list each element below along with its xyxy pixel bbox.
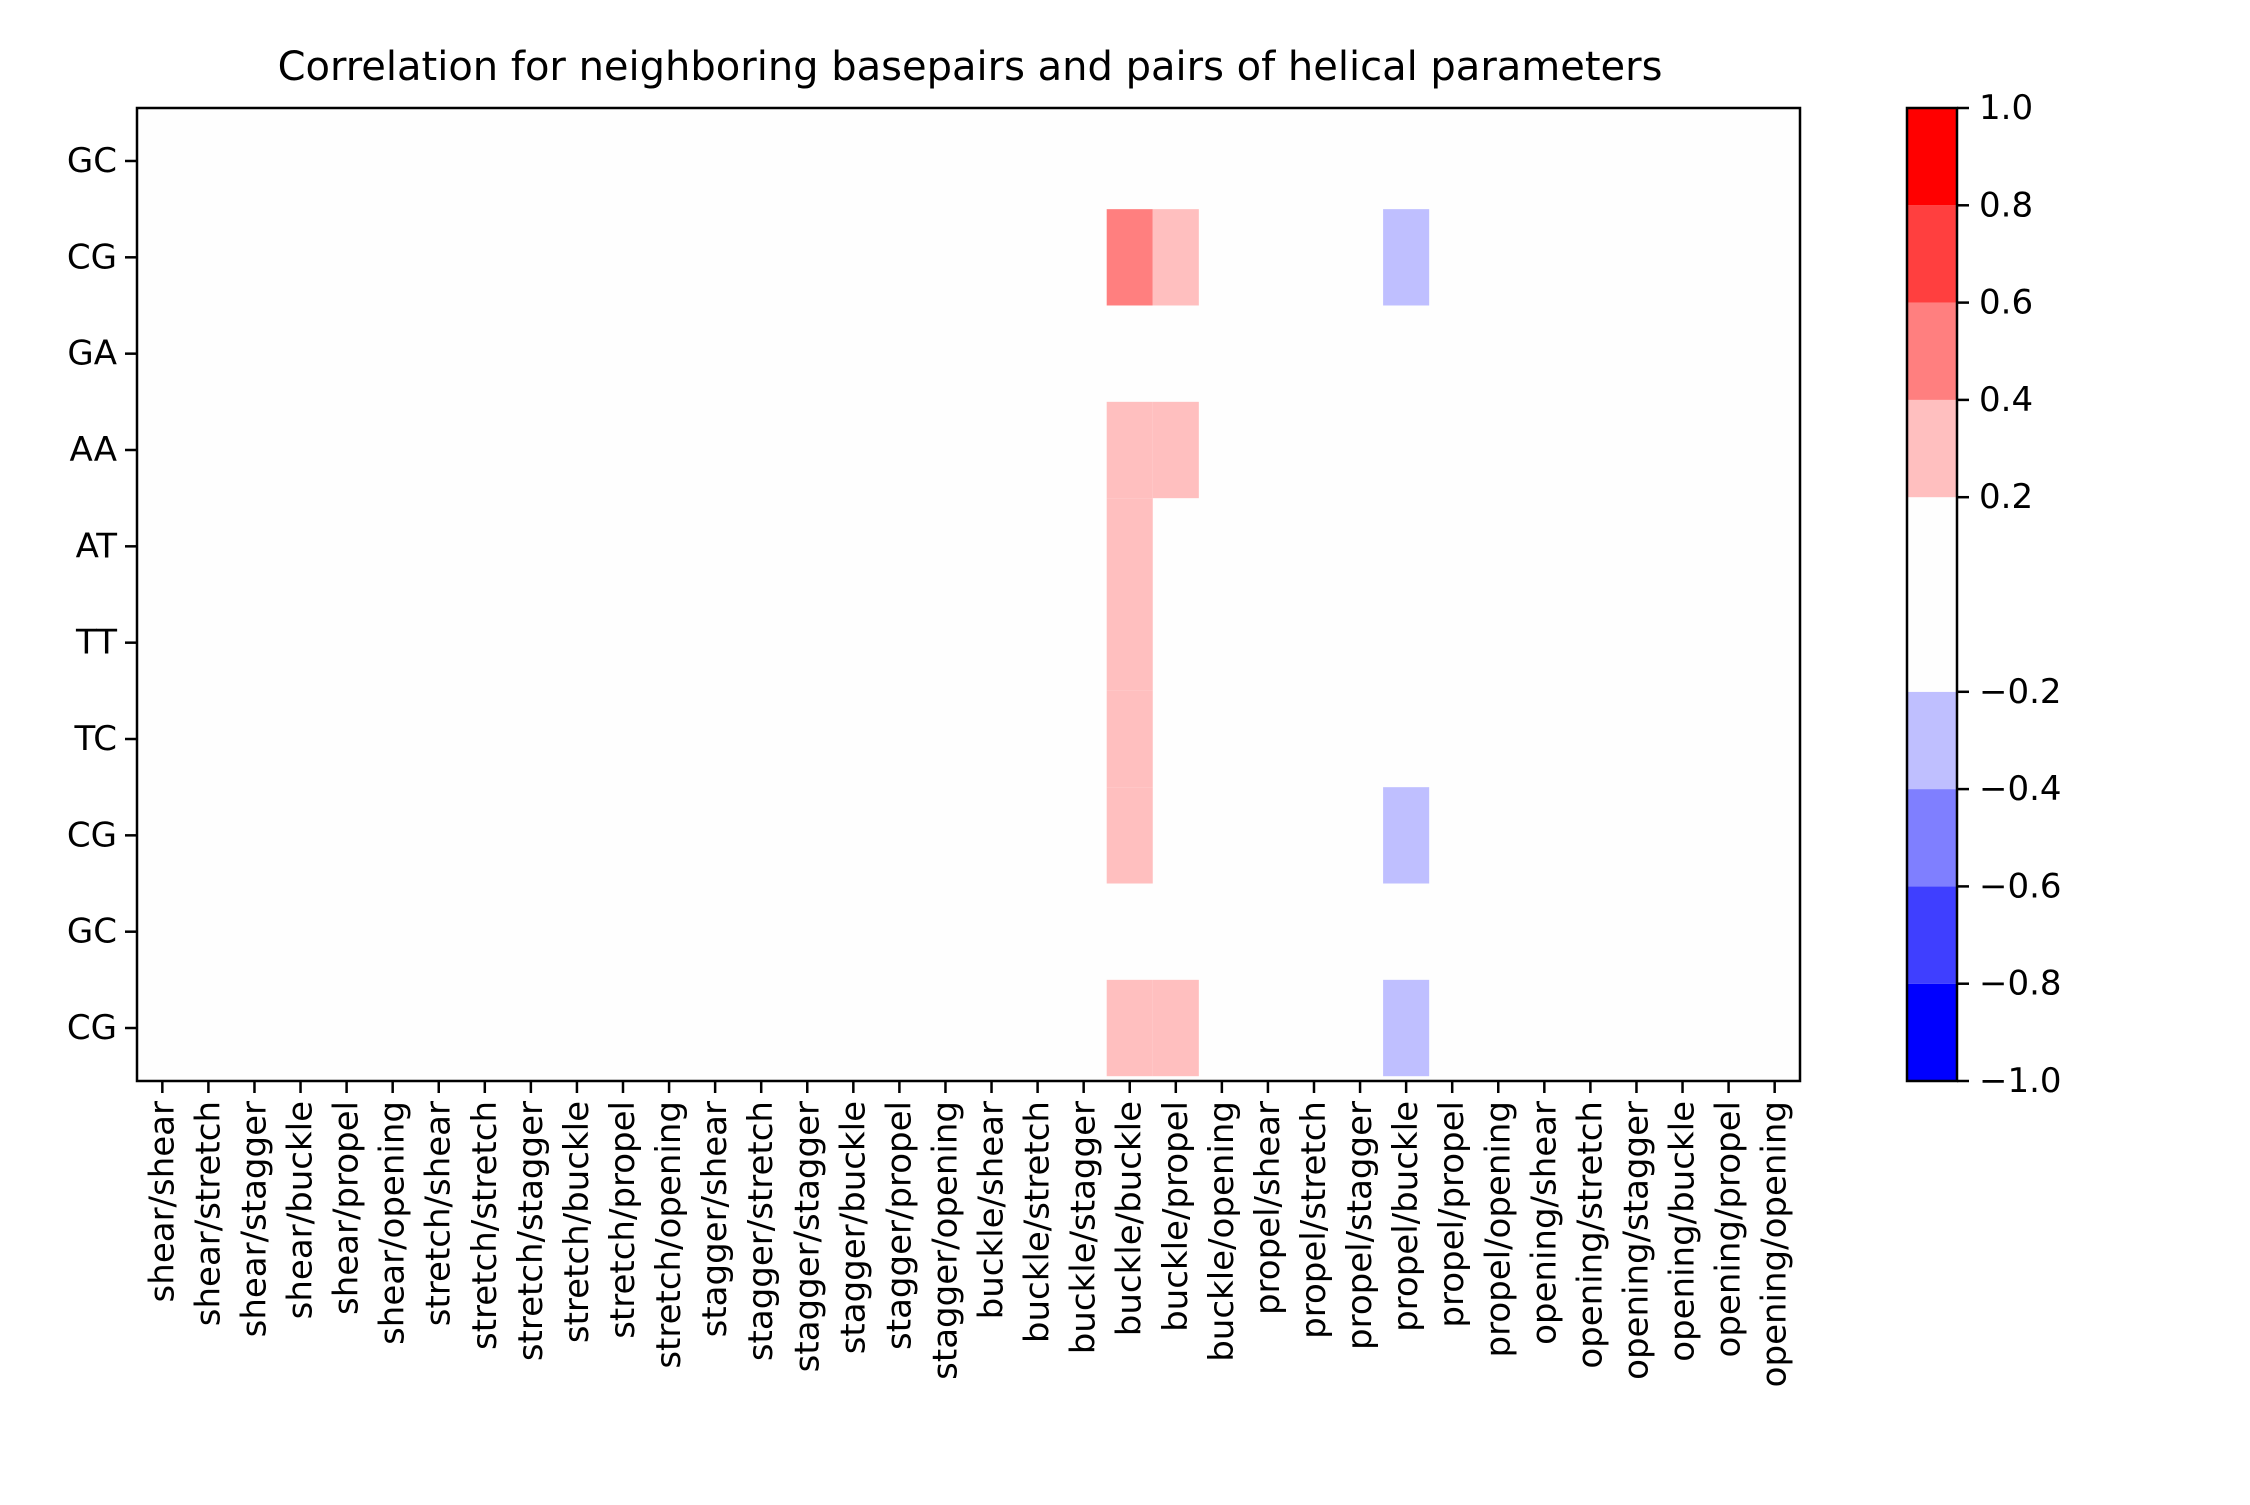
colorbar-tick-label: −1.0 [1979, 1061, 2062, 1101]
x-tick-label: shear/propel [327, 1101, 367, 1315]
x-tick-label: propel/shear [1248, 1101, 1288, 1315]
x-tick-label: shear/stretch [188, 1101, 228, 1326]
colorbar-segment [1907, 205, 1957, 303]
heatmap-cell-CG-r1-c21 [1106, 209, 1153, 306]
x-tick-label: buckle/stretch [1018, 1101, 1058, 1343]
x-tick-label: opening/opening [1755, 1101, 1795, 1387]
x-tick-label: opening/shear [1524, 1101, 1564, 1345]
heatmap-cell-AA-r3-c21 [1106, 401, 1153, 499]
colorbar-segment [1907, 497, 1957, 692]
x-tick-label: propel/stagger [1340, 1101, 1380, 1350]
x-tick-label: stagger/opening [925, 1101, 965, 1380]
colorbar-tick-label: −0.2 [1979, 672, 2062, 712]
x-tick-label: propel/opening [1478, 1101, 1518, 1357]
x-tick-label: shear/stagger [234, 1101, 274, 1337]
colorbar-tick-label: −0.4 [1979, 769, 2062, 809]
x-axis: shear/shear shear/stretch shear/stagger she… [142, 1081, 1795, 1387]
y-tick-label: TC [73, 719, 117, 759]
x-tick-label: propel/propel [1432, 1101, 1472, 1328]
heatmap-cell-AA-r3-c22 [1152, 401, 1199, 499]
heatmap-cell-CG-r7-c21 [1106, 787, 1153, 884]
y-tick-label: GC [67, 912, 117, 952]
heatmap-cell-CG-r1-c22 [1152, 209, 1199, 306]
heatmap-cell-AT-r4-c21 [1106, 498, 1153, 595]
colorbar-segment [1907, 108, 1957, 206]
x-tick-label: opening/stagger [1616, 1101, 1656, 1380]
y-tick-label: CG [67, 1008, 117, 1048]
x-tick-label: opening/buckle [1663, 1101, 1703, 1362]
x-tick-label: propel/stretch [1294, 1101, 1334, 1339]
colorbar-segment [1907, 302, 1957, 400]
x-tick-label: shear/opening [373, 1101, 413, 1345]
colorbar-segment [1907, 983, 1957, 1081]
x-tick-label: stagger/stagger [787, 1101, 827, 1372]
x-tick-label: stretch/propel [603, 1101, 643, 1339]
x-tick-label: stretch/shear [419, 1101, 459, 1326]
heatmap-cell-CG-r9-c27 [1383, 979, 1430, 1077]
x-tick-label: buckle/buckle [1110, 1101, 1150, 1336]
x-tick-label: buckle/shear [972, 1101, 1012, 1319]
colorbar-frame [1905, 106, 1959, 1083]
x-tick-label: stagger/shear [695, 1101, 735, 1337]
colorbar-tick-label: 0.2 [1979, 477, 2033, 517]
x-tick-label: stretch/opening [649, 1101, 689, 1369]
colorbar-segment [1907, 789, 1957, 887]
y-axis: GC CG GA AA AT TT TC CG GC CG [67, 141, 137, 1048]
x-tick-label: stagger/stretch [741, 1101, 781, 1361]
colorbar-tick-label: 0.4 [1979, 380, 2033, 420]
heatmap-cells [137, 108, 1800, 1081]
heatmap-cell-TC-r6-c21 [1106, 690, 1153, 788]
x-tick-label: buckle/propel [1156, 1101, 1196, 1332]
y-tick-label: GC [67, 141, 117, 181]
y-tick-label: GA [67, 334, 117, 374]
heatmap-background [137, 108, 1800, 1081]
chart-title: Correlation for neighboring basepairs an… [278, 44, 1663, 90]
colorbar-tick-label: −0.6 [1979, 866, 2062, 906]
x-tick-label: stagger/buckle [833, 1101, 873, 1354]
heatmap-cell-CG-r7-c27 [1383, 787, 1430, 884]
colorbar-tick-label: −0.8 [1979, 964, 2062, 1004]
heatmap-cell-CG-r9-c22 [1152, 979, 1199, 1077]
x-tick-label: buckle/stagger [1064, 1101, 1104, 1354]
colorbar-tick-label: 1.0 [1979, 88, 2033, 128]
heatmap-cell-CG-r9-c21 [1106, 979, 1153, 1077]
x-tick-label: stretch/buckle [557, 1101, 597, 1343]
colorbar: −1.0 −0.8 −0.6 −0.4 −0.2 0.2 0.4 0.6 0.8 1.0 [1905, 88, 2062, 1101]
x-tick-label: shear/buckle [281, 1101, 321, 1319]
x-tick-label: shear/shear [142, 1101, 182, 1302]
y-tick-label: CG [67, 237, 117, 277]
heatmap-cell-CG-r1-c27 [1383, 209, 1430, 306]
colorbar-tick-label: 0.8 [1979, 185, 2033, 225]
y-tick-label: AA [70, 430, 117, 470]
x-tick-label: opening/propel [1709, 1101, 1749, 1357]
colorbar-segment [1907, 886, 1957, 984]
heatmap-cell-TT-r5-c21 [1106, 594, 1153, 691]
x-tick-label: stretch/stagger [511, 1101, 551, 1361]
x-tick-label: opening/stretch [1570, 1101, 1610, 1369]
colorbar-segment [1907, 399, 1957, 498]
x-tick-label: buckle/opening [1202, 1101, 1242, 1362]
y-tick-label: AT [76, 526, 118, 566]
colorbar-segment [1907, 691, 1957, 790]
y-tick-label: TT [75, 623, 117, 663]
colorbar-tick-label: 0.6 [1979, 283, 2033, 323]
x-tick-label: propel/buckle [1386, 1101, 1426, 1332]
x-tick-label: stagger/propel [879, 1101, 919, 1350]
x-tick-label: stretch/stretch [465, 1101, 505, 1350]
y-tick-label: CG [67, 815, 117, 855]
plot-frame [135, 106, 1802, 1083]
